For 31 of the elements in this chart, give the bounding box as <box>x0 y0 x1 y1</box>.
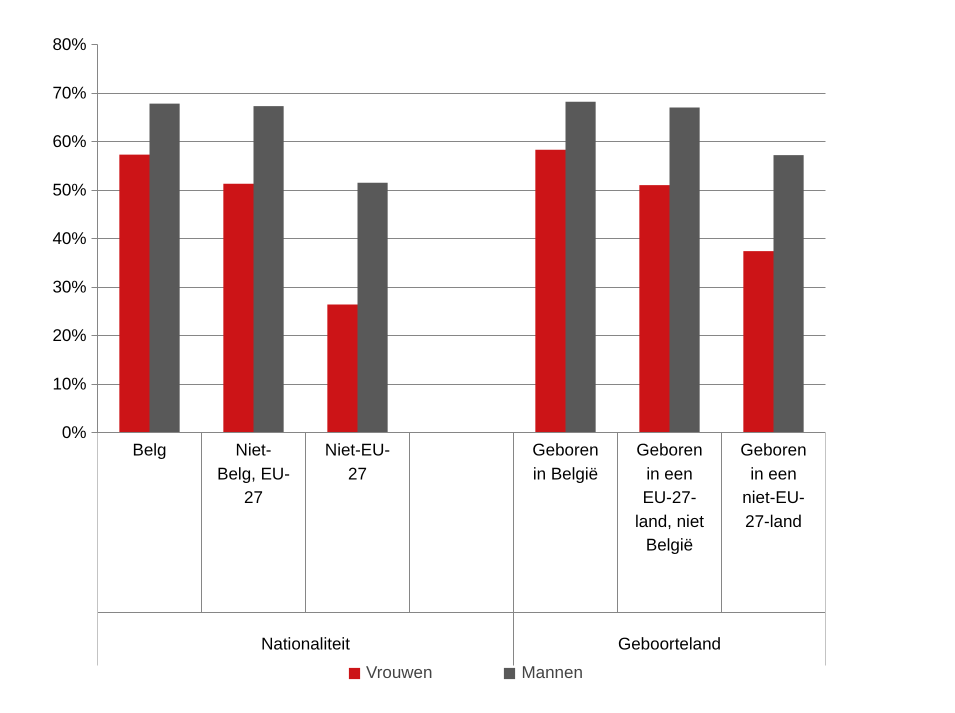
legend-label: Vrouwen <box>366 663 432 683</box>
bar <box>774 155 804 432</box>
legend-label: Mannen <box>521 663 583 683</box>
bar <box>223 184 254 432</box>
y-tick-label: 80% <box>52 35 87 54</box>
bar <box>743 251 774 432</box>
bar <box>358 182 388 432</box>
bar <box>639 185 670 432</box>
x-tick-label: Niet-EU- 27 <box>324 440 390 484</box>
bar <box>535 150 566 432</box>
y-tick-label: 10% <box>52 374 87 394</box>
x-tick-label: Geboren in België <box>532 440 599 484</box>
y-tick-label: 40% <box>52 229 87 248</box>
text: Nationaliteit <box>261 634 350 654</box>
y-tick-label: 20% <box>52 326 87 345</box>
bar <box>119 154 150 432</box>
y-tick-label: 30% <box>52 278 87 296</box>
text: Geboorteland <box>618 634 722 654</box>
bar <box>670 108 700 432</box>
y-tick-label: 70% <box>52 84 87 102</box>
y-tick-label: 50% <box>52 180 87 200</box>
bar <box>150 104 180 432</box>
x-tick-label: Belg <box>132 440 167 460</box>
y-tick-label: 60% <box>52 132 87 151</box>
y-tick-label: 0% <box>62 423 87 442</box>
x-tick-label: Niet- Belg, EU- 27 <box>217 440 290 507</box>
x-tick-label: Geboren in een niet-EU- 27-land <box>740 440 807 531</box>
bar <box>327 304 358 432</box>
x-tick-label: Geboren in een EU-27- land, niet België <box>635 440 704 554</box>
bar <box>566 102 596 432</box>
bar <box>254 106 284 432</box>
